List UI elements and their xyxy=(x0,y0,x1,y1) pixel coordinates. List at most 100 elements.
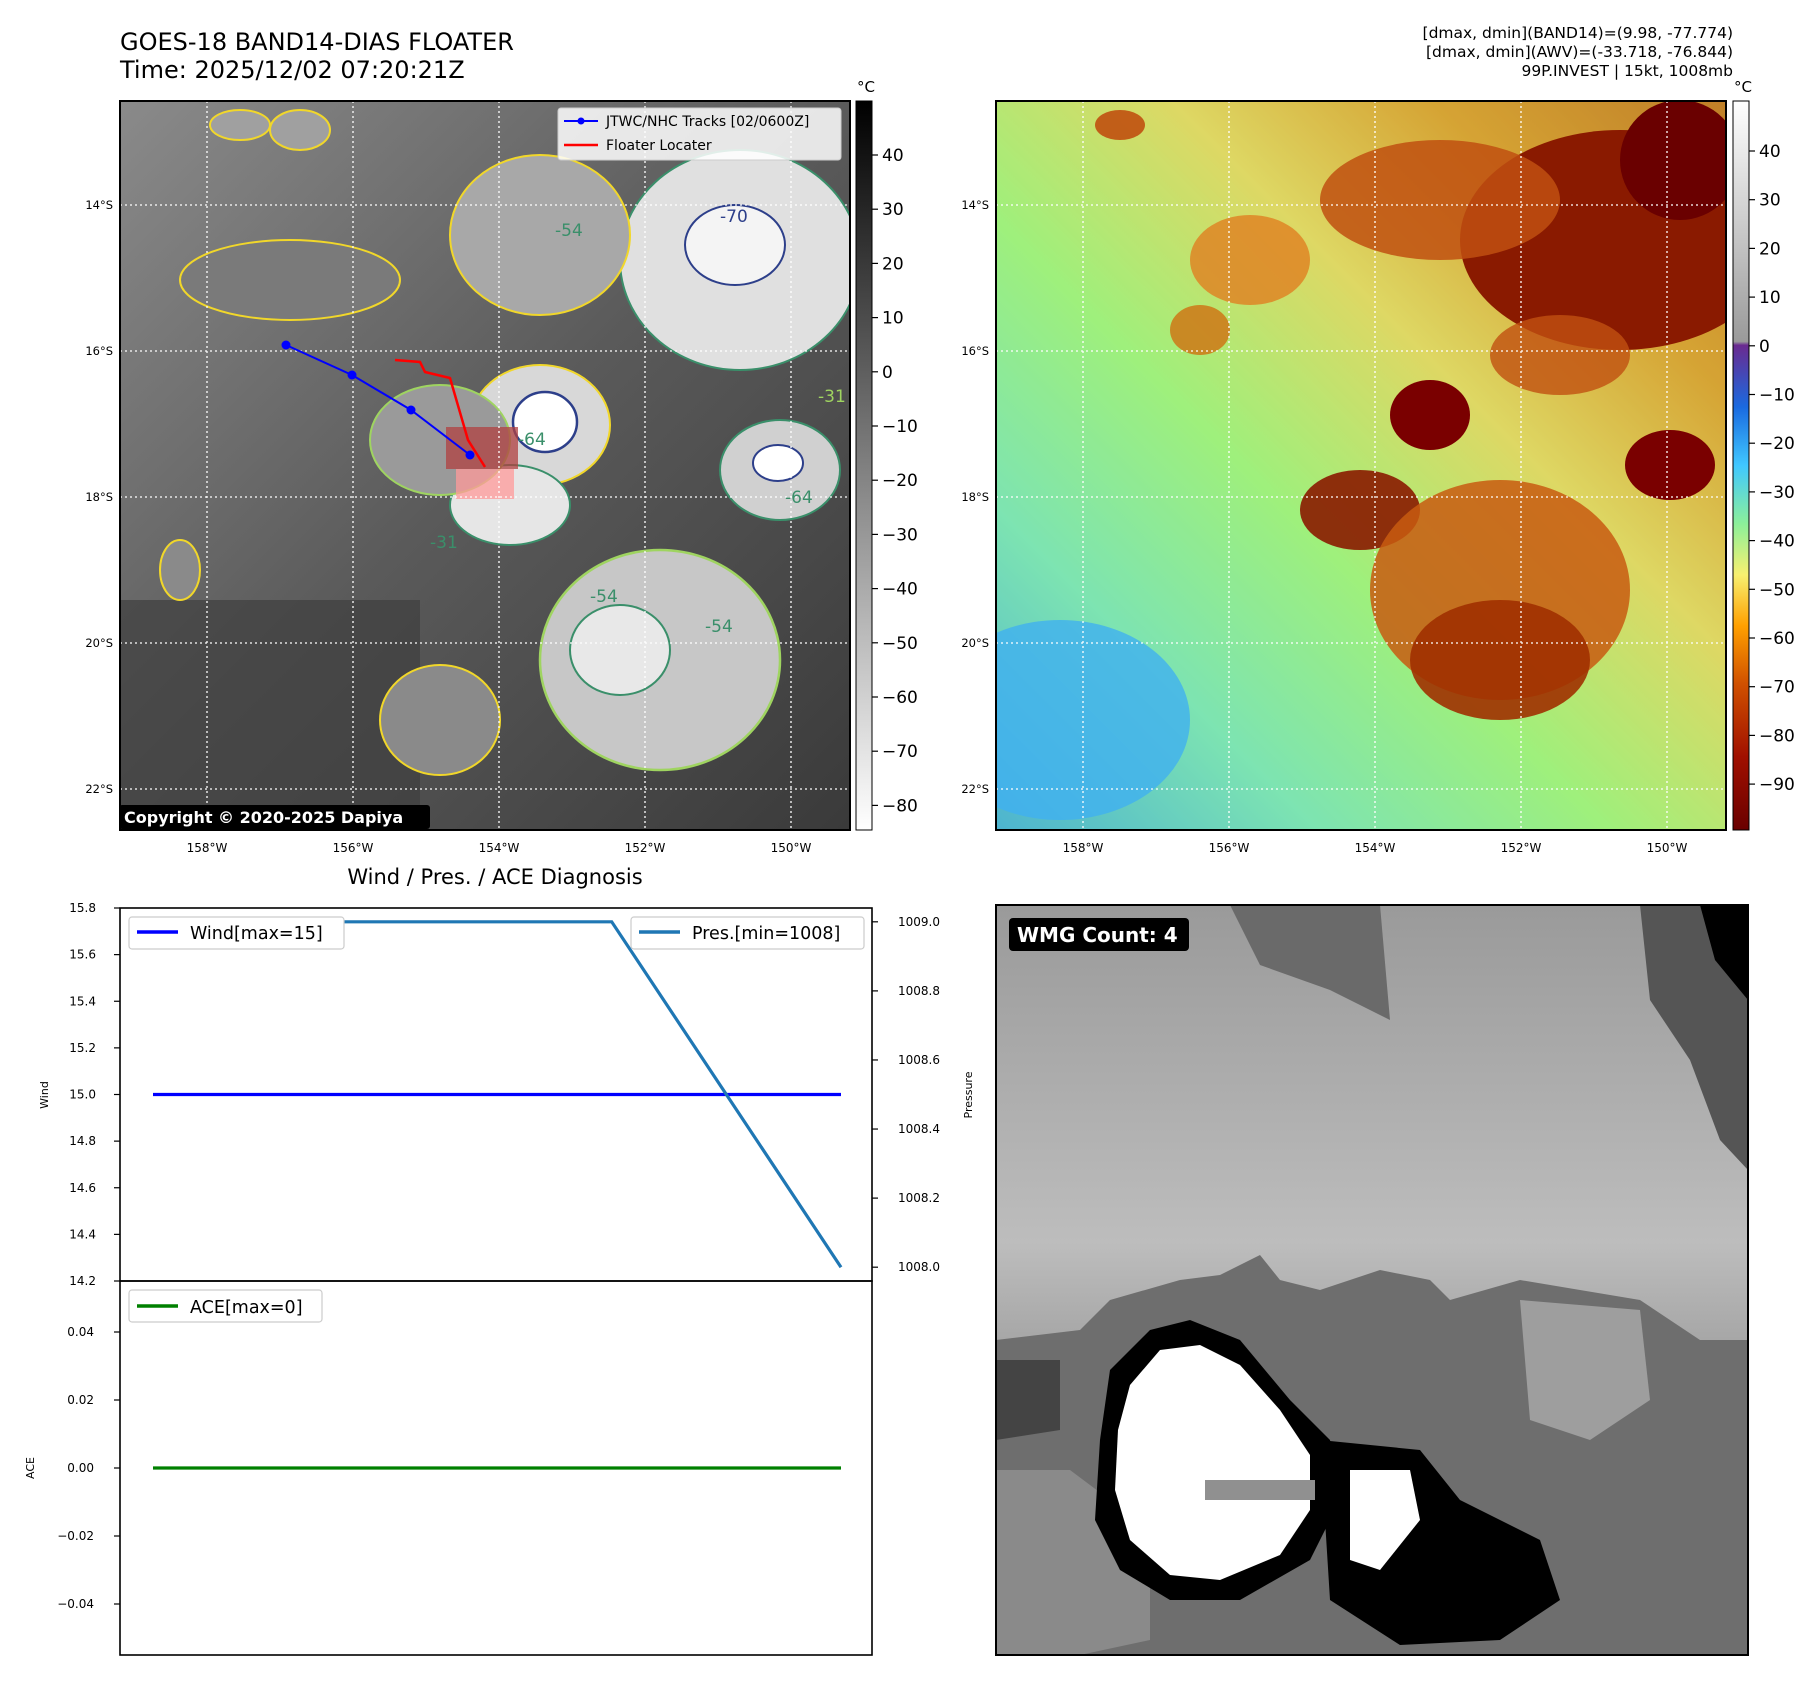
colorbar-tick-label: 20 xyxy=(1759,239,1781,259)
contour-label: -64 xyxy=(785,488,813,508)
lon-label: 154°W xyxy=(1355,841,1396,855)
enhanced-map-lat-labels: 14°S 16°S 18°S 20°S 22°S xyxy=(961,198,989,796)
contour-label: -54 xyxy=(590,587,618,607)
lon-label: 156°W xyxy=(1209,841,1250,855)
wmg-frame xyxy=(995,904,1749,1656)
wind-legend: Wind[max=15] xyxy=(128,916,345,950)
lon-label: 152°W xyxy=(625,841,666,855)
ace-tick-label: −0.04 xyxy=(57,1597,94,1611)
ir-colorbar-ticks: 40 30 20 10 0 −10 −20 −30 −40 −50 −60 −70 −80 xyxy=(872,146,918,816)
ir-map-lon-labels: 158°W 156°W 154°W 152°W 150°W xyxy=(187,841,812,855)
lat-label: 18°S xyxy=(85,490,113,504)
lat-label: 20°S xyxy=(85,636,113,650)
lat-label: 22°S xyxy=(85,782,113,796)
wind-tick-label: 15.6 xyxy=(69,948,96,962)
diagnosis-lines xyxy=(153,920,843,1470)
legend-locater-label: Floater Locater xyxy=(606,138,712,154)
pressure-tick-label: 1008.8 xyxy=(898,984,940,998)
ir-map-gridlines xyxy=(120,101,850,830)
track-point xyxy=(347,370,357,380)
lon-label: 156°W xyxy=(333,841,374,855)
legend-marker-icon xyxy=(577,117,585,125)
diagnosis-title: Wind / Pres. / ACE Diagnosis xyxy=(347,865,642,889)
pressure-axis-ticks: 1009.0 1008.8 1008.6 1008.4 1008.2 1008.0 xyxy=(872,915,940,1274)
contour-label: -70 xyxy=(720,207,748,227)
diagnosis-panel: Wind / Pres. / ACE Diagnosis 15.8 15.6 15.… xyxy=(24,865,975,1656)
enhanced-map-frame xyxy=(995,100,1727,831)
ir-map-contour-labels: -70 -54 -64 -64 -54 -54 -31 -31 xyxy=(430,207,846,637)
wind-tick-label: 15.0 xyxy=(69,1088,96,1102)
colorbar-tick-label: −40 xyxy=(1759,532,1795,552)
contour-label: -54 xyxy=(555,221,583,241)
lon-label: 150°W xyxy=(771,841,812,855)
colorbar-tick-label: 0 xyxy=(1759,337,1770,357)
legend-wind-label: Wind[max=15] xyxy=(190,924,323,944)
colorbar-tick-label: −60 xyxy=(882,688,918,708)
pressure-tick-label: 1008.0 xyxy=(898,1260,940,1274)
colorbar-tick-label: −20 xyxy=(882,471,918,491)
legend-pressure-label: Pres.[min=1008] xyxy=(692,924,840,944)
colorbar-tick-label: −10 xyxy=(1759,386,1795,406)
colorbar-tick-label: −70 xyxy=(1759,678,1795,698)
colorbar-tick-label: 20 xyxy=(882,254,904,274)
figure-title: GOES-18 BAND14-DIAS FLOATER Time: 2025/1… xyxy=(120,28,514,84)
lat-label: 22°S xyxy=(961,782,989,796)
ace-tick-label: 0.00 xyxy=(67,1461,94,1475)
ace-axis-ticks: 0.04 0.02 0.00 −0.02 −0.04 xyxy=(57,1325,120,1611)
info-line-1: [dmax, dmin](BAND14)=(9.98, -77.774) xyxy=(1422,24,1733,42)
track-point xyxy=(406,405,416,415)
colorbar-tick-label: −90 xyxy=(1759,775,1795,795)
contour-label: -64 xyxy=(518,430,546,450)
ace-tick-label: 0.02 xyxy=(67,1393,94,1407)
wind-tick-label: 14.8 xyxy=(69,1134,96,1148)
colorbar-tick-label: 0 xyxy=(882,363,893,383)
wind-tick-label: 14.6 xyxy=(69,1181,96,1195)
wind-tick-label: 15.2 xyxy=(69,1041,96,1055)
ace-legend: ACE[max=0] xyxy=(128,1289,323,1323)
wmg-count-text: WMG Count: 4 xyxy=(1017,923,1178,947)
wind-tick-label: 14.4 xyxy=(69,1227,96,1241)
info-line-3: 99P.INVEST | 15kt, 1008mb xyxy=(1521,62,1733,80)
lon-label: 158°W xyxy=(187,841,228,855)
lon-label: 154°W xyxy=(479,841,520,855)
ace-tick-label: −0.02 xyxy=(57,1529,94,1543)
pressure-legend: Pres.[min=1008] xyxy=(630,916,865,950)
enhanced-colorbar-ticks: 40 30 20 10 0 −10 −20 −30 −40 −50 −60 −70 −80 −90 xyxy=(1749,142,1795,795)
figure-info: [dmax, dmin](BAND14)=(9.98, -77.774) [dm… xyxy=(1423,24,1733,81)
title-line-1: GOES-18 BAND14-DIAS FLOATER xyxy=(120,28,514,56)
wind-axis-label: Wind xyxy=(38,1081,51,1109)
title-line-2: Time: 2025/12/02 07:20:21Z xyxy=(120,56,465,84)
colorbar-tick-label: 40 xyxy=(1759,142,1781,162)
pressure-tick-label: 1008.6 xyxy=(898,1053,940,1067)
info-line-2: [dmax, dmin](AWV)=(-33.718, -76.844) xyxy=(1426,43,1733,61)
colorbar-tick-label: 30 xyxy=(1759,191,1781,211)
wind-axis-ticks: 15.8 15.6 15.4 15.2 15.0 14.8 14.6 14.4 14.2 xyxy=(69,901,120,1288)
colorbar-tick-label: 10 xyxy=(882,309,904,329)
track-point xyxy=(465,450,475,460)
jtwc-track-line xyxy=(285,344,471,456)
colorbar-tick-label: 40 xyxy=(882,146,904,166)
legend-tracks-label: JTWC/NHC Tracks [02/0600Z] xyxy=(605,114,809,130)
colorbar-tick-label: −80 xyxy=(1759,726,1795,746)
pressure-tick-label: 1008.2 xyxy=(898,1191,940,1205)
wind-tick-label: 15.8 xyxy=(69,901,96,915)
track-and-locater xyxy=(281,340,487,468)
colorbar-unit: °C xyxy=(1734,78,1752,96)
wmg-panel: WMG Count: 4 xyxy=(995,904,1749,1656)
ir-map-panel: -70 -54 -64 -64 -54 -54 -31 -31 JTWC/NHC… xyxy=(85,78,918,855)
wmg-count-badge: WMG Count: 4 xyxy=(1009,918,1189,951)
ir-map-legend: JTWC/NHC Tracks [02/0600Z] Floater Locat… xyxy=(557,107,842,161)
ir-colorbar: °C 40 30 20 10 0 −10 −20 −30 −40 −50 −60 −70 −80 xyxy=(855,78,918,831)
pressure-tick-label: 1009.0 xyxy=(898,915,940,929)
colorbar-tick-label: 10 xyxy=(1759,288,1781,308)
track-point xyxy=(281,340,291,350)
enhanced-map-imagery xyxy=(996,101,1726,830)
copyright-text: Copyright © 2020-2025 Dapiya xyxy=(124,808,403,827)
contour-label: -31 xyxy=(430,533,458,553)
colorbar-tick-label: −50 xyxy=(882,634,918,654)
enhanced-colorbar: °C 40 30 20 10 0 −10 −20 −30 −40 −50 −60 −70 −80 −90 xyxy=(1732,78,1795,831)
pressure-axis-label: Pressure xyxy=(962,1071,975,1118)
wind-tick-label: 15.4 xyxy=(69,994,96,1008)
colorbar-tick-label: −70 xyxy=(882,742,918,762)
ace-axis-label: ACE xyxy=(24,1457,37,1479)
